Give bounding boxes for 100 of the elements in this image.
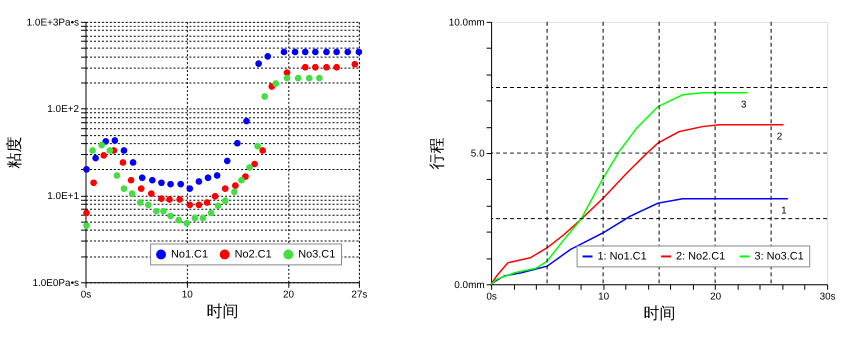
- point: [204, 174, 212, 182]
- annotation: 2: [776, 132, 783, 143]
- point: [89, 147, 96, 154]
- point: [231, 188, 238, 196]
- point: [323, 48, 330, 56]
- point: [284, 69, 290, 76]
- point: [120, 147, 128, 154]
- point: [183, 220, 190, 226]
- point: [224, 158, 231, 164]
- point: [158, 179, 165, 186]
- point: [259, 147, 266, 154]
- point: [222, 197, 229, 204]
- point: [112, 137, 118, 144]
- x-tick-label: 30s: [820, 292, 836, 303]
- point: [120, 159, 126, 166]
- point: [83, 210, 90, 216]
- point: [212, 192, 218, 200]
- point: [186, 202, 194, 208]
- point: [272, 80, 280, 87]
- x-tick-label: 27s: [351, 290, 368, 301]
- point: [292, 48, 298, 56]
- point: [306, 74, 313, 82]
- point: [264, 53, 272, 60]
- point: [83, 222, 90, 229]
- point: [254, 142, 261, 150]
- point: [232, 182, 239, 189]
- point: [344, 48, 352, 56]
- point: [177, 180, 184, 188]
- x-tick-label: 10: [182, 290, 194, 301]
- point: [114, 172, 120, 179]
- point: [144, 202, 152, 208]
- point: [208, 210, 214, 216]
- point: [90, 179, 97, 186]
- x-tick-label: 20: [282, 290, 294, 301]
- point: [130, 159, 136, 166]
- point: [100, 152, 108, 159]
- line-series: [490, 92, 748, 286]
- point: [106, 147, 114, 154]
- point: [196, 178, 202, 185]
- point: [243, 118, 250, 124]
- legend-label: No1.C1: [170, 248, 208, 260]
- point: [98, 142, 106, 148]
- point: [312, 64, 319, 71]
- point: [136, 199, 144, 206]
- legend-label: 2: No2.C1: [676, 250, 726, 262]
- legend-label: No3.C1: [298, 248, 336, 260]
- point: [204, 199, 210, 206]
- point: [251, 160, 258, 168]
- y-tick-label: 10.0mm: [448, 17, 485, 28]
- point: [351, 60, 358, 68]
- legend-label: No2.C1: [234, 248, 272, 260]
- point: [148, 190, 155, 197]
- point: [302, 64, 309, 71]
- point: [128, 176, 134, 184]
- point: [138, 174, 146, 182]
- point: [302, 48, 309, 56]
- point: [294, 74, 302, 82]
- y-tick-label: 1.0E+1: [47, 190, 80, 202]
- x-tick-label: 0s: [80, 290, 92, 301]
- point: [176, 196, 183, 203]
- point: [323, 64, 330, 71]
- point: [214, 202, 222, 210]
- y-tick-label: 0.0mm: [454, 280, 485, 291]
- point: [83, 166, 90, 173]
- point: [166, 196, 173, 203]
- point: [192, 214, 198, 222]
- point: [333, 48, 340, 56]
- point: [102, 138, 110, 145]
- legend-label: 1: No1.C1: [597, 250, 647, 262]
- x-axis-title: 时间: [644, 304, 676, 323]
- point: [222, 185, 229, 192]
- point: [120, 185, 128, 192]
- point: [167, 180, 174, 188]
- point: [280, 48, 288, 56]
- y-axis-title: 粘度: [6, 136, 24, 169]
- y-tick-label: 1.0E+3Pa•s: [26, 17, 80, 28]
- point: [284, 74, 290, 82]
- point: [356, 48, 362, 56]
- point: [214, 172, 220, 179]
- annotation: 3: [740, 100, 747, 111]
- point: [333, 64, 340, 71]
- point: [148, 176, 156, 184]
- point: [312, 48, 319, 56]
- x-axis-title: 时间: [206, 302, 239, 321]
- point: [261, 93, 268, 100]
- point: [167, 212, 174, 220]
- point: [246, 164, 253, 171]
- annotation: 1: [781, 206, 788, 217]
- point: [138, 185, 145, 192]
- point: [196, 202, 202, 208]
- point: [153, 208, 160, 214]
- point: [238, 176, 245, 184]
- y-tick-label: 5.0: [470, 148, 486, 160]
- point: [186, 185, 194, 192]
- point: [175, 216, 182, 224]
- point: [316, 74, 323, 82]
- point: [234, 140, 241, 147]
- point: [200, 214, 206, 222]
- point: [160, 208, 167, 214]
- y-tick-label: 1.0E+2: [47, 104, 80, 116]
